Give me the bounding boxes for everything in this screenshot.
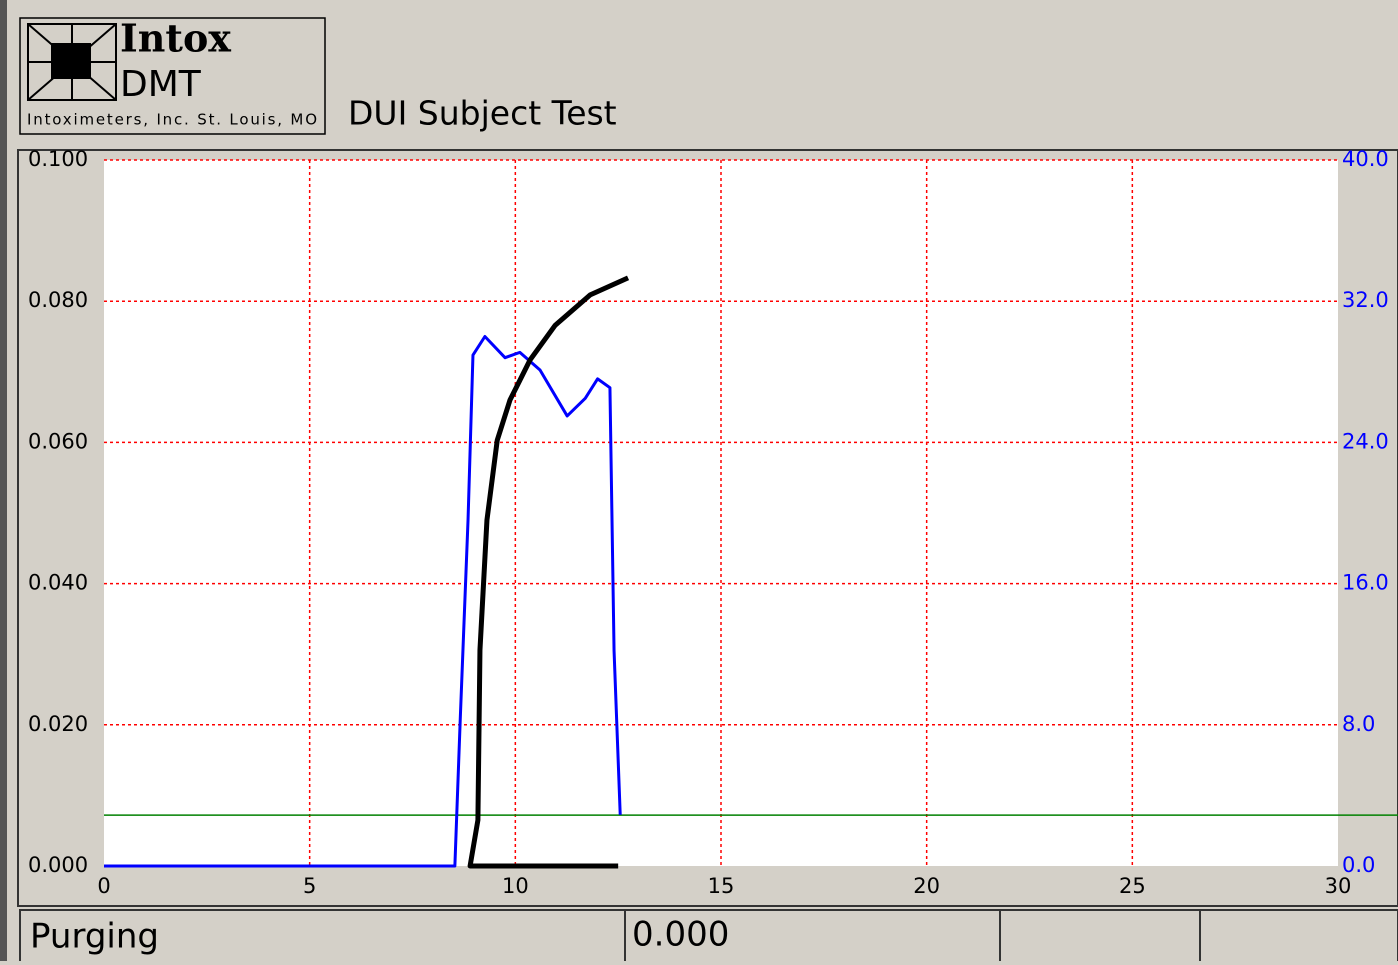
x-tick-label: 30 <box>1325 874 1352 898</box>
y2-tick-label: 0.0 <box>1342 853 1375 877</box>
y2-tick-label: 24.0 <box>1342 429 1389 453</box>
y-tick-label: 0.020 <box>28 712 88 736</box>
screen-title: DUI Subject Test <box>348 94 617 133</box>
y2-tick-label: 16.0 <box>1342 571 1389 595</box>
data-line <box>467 275 630 869</box>
logo-caption: Intoximeters, Inc. St. Louis, MO <box>27 111 317 129</box>
y2-tick-label: 32.0 <box>1342 288 1389 312</box>
y-tick-label: 0.080 <box>28 288 88 312</box>
y-tick-label: 0.100 <box>28 147 88 171</box>
y2-tick-label: 40.0 <box>1342 147 1389 171</box>
y-tick-label: 0.060 <box>28 429 88 453</box>
x-tick-label: 25 <box>1119 874 1146 898</box>
y-tick-label: 0.000 <box>28 853 88 877</box>
logo-icon <box>27 23 117 101</box>
logo-text: Intox <box>120 16 231 61</box>
x-tick-label: 10 <box>502 874 529 898</box>
logo-box <box>19 17 326 135</box>
logo-text: DMT <box>120 64 202 105</box>
x-tick-label: 0 <box>97 874 110 898</box>
chart: 0.000 0.020 0.040 0.060 0.080 0.100 0.0 8.0 16.0… <box>28 147 1398 898</box>
y2-tick-label: 8.0 <box>1342 712 1375 736</box>
y-tick-label: 0.040 <box>28 571 88 595</box>
status-reading: 0.000 <box>632 915 729 955</box>
status-bar <box>19 909 1398 963</box>
left-edge <box>0 0 7 961</box>
status-state: Purging <box>30 917 159 957</box>
x-tick-label: 5 <box>303 874 316 898</box>
x-tick-label: 20 <box>913 874 940 898</box>
data-line <box>104 335 622 868</box>
x-tick-label: 15 <box>708 874 735 898</box>
